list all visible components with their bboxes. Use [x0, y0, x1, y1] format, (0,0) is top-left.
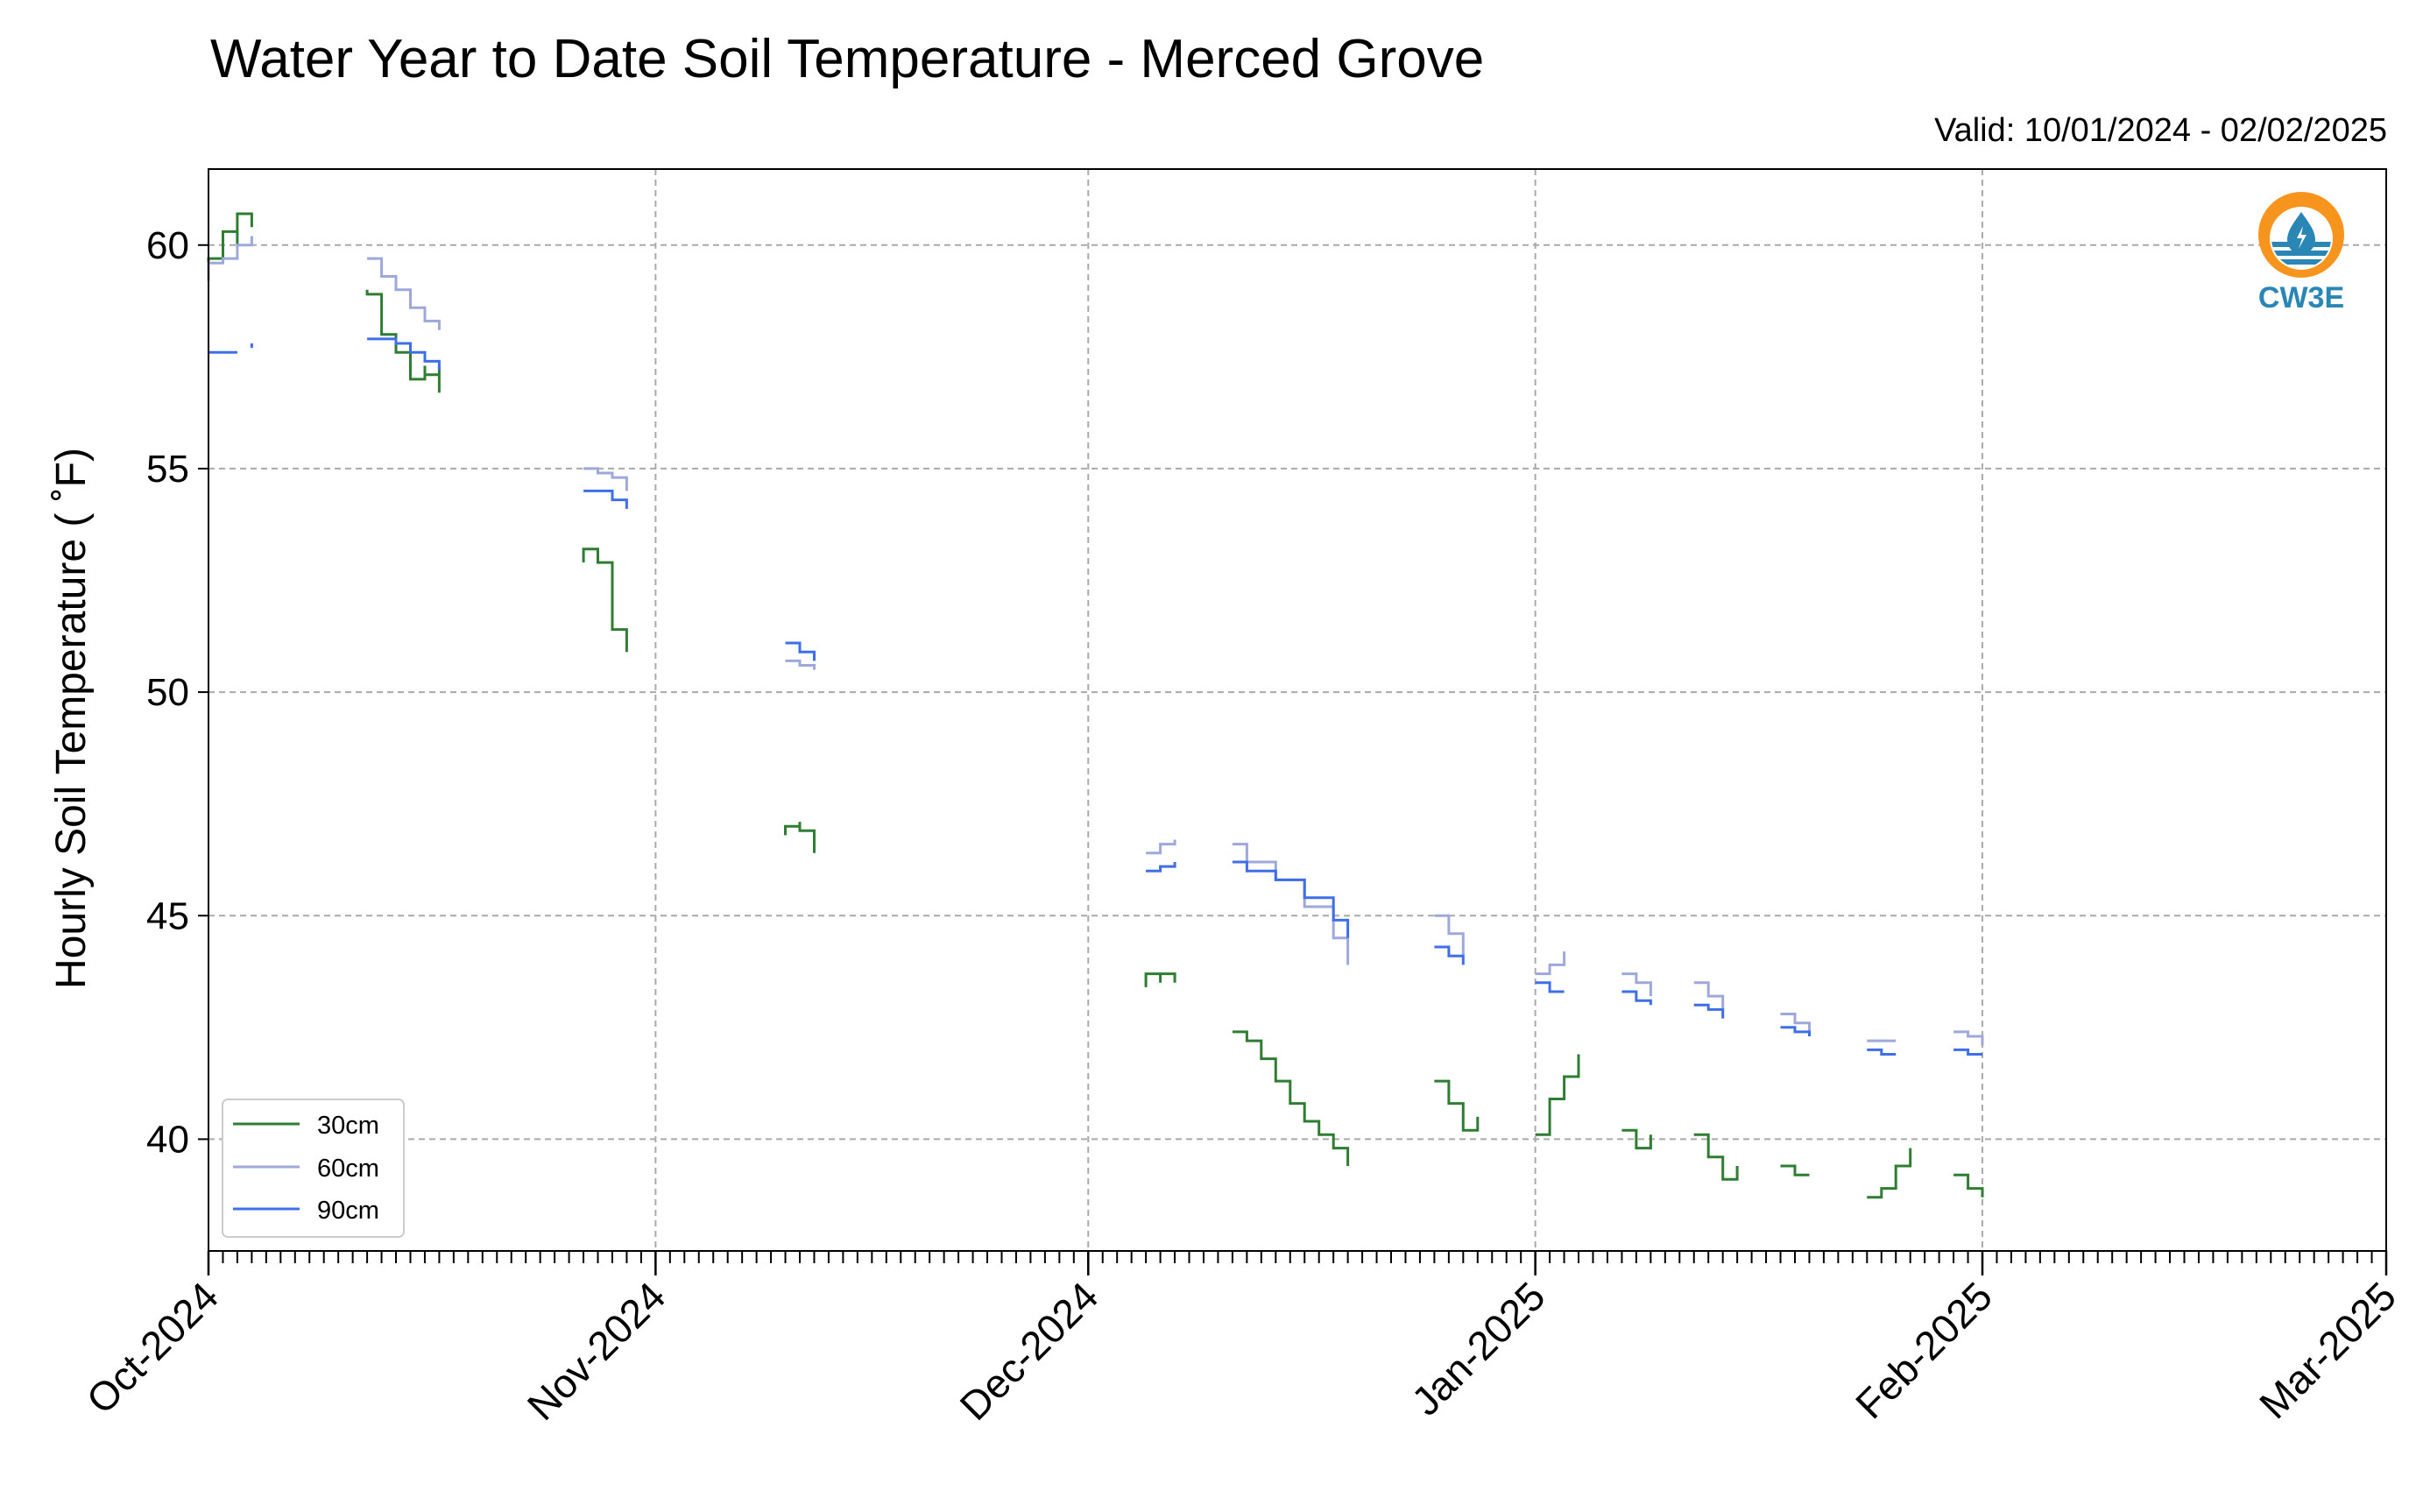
chart-title: Water Year to Date Soil Temperature - Me… — [210, 29, 1484, 89]
series-line-30cm — [784, 822, 816, 853]
legend-item-90cm: 90cm — [233, 1197, 379, 1225]
series-line-90cm — [1535, 981, 1565, 993]
y-tick-label: 50 — [146, 671, 189, 714]
series-line-90cm — [1434, 945, 1465, 965]
legend-label-60cm: 60cm — [317, 1155, 379, 1183]
series-line-60cm — [1621, 972, 1652, 997]
series-line-30cm — [1434, 1079, 1480, 1132]
y-tick-label: 60 — [146, 224, 189, 267]
series-line-90cm — [1232, 860, 1350, 938]
legend-item-30cm: 30cm — [233, 1112, 379, 1140]
y-tick-label: 55 — [146, 448, 189, 491]
data-series — [207, 212, 1984, 1199]
series-line-30cm — [1953, 1173, 1984, 1198]
grid-lines — [208, 169, 2387, 1251]
series-line-30cm — [1867, 1148, 1912, 1199]
legend-item-60cm: 60cm — [233, 1155, 379, 1183]
series-90cm — [208, 337, 1982, 1056]
series-line-90cm — [785, 641, 816, 661]
y-axis-label: Hourly Soil Temperature ( ˚F) — [48, 448, 95, 989]
plot-frame — [208, 168, 2387, 1252]
chart-subtitle: Valid: 10/01/2024 - 02/02/2025 — [1934, 112, 2387, 149]
cw3e-logo: CW3E — [2258, 192, 2344, 314]
series-line-60cm — [367, 257, 441, 330]
series-line-90cm — [1621, 990, 1652, 1006]
series-line-90cm — [1780, 1026, 1811, 1036]
series-line-60cm — [1535, 951, 1566, 976]
series-line-60cm — [1146, 839, 1176, 855]
series-line-90cm — [1146, 862, 1176, 873]
series-30cm — [207, 212, 1984, 1199]
y-tick-label: 40 — [146, 1118, 189, 1161]
legend: 30cm 60cm 90cm — [222, 1099, 405, 1238]
water-drop-sun-icon — [2258, 192, 2344, 278]
series-line-60cm — [583, 467, 628, 491]
series-line-90cm — [1867, 1048, 1897, 1056]
series-line-30cm — [1535, 1054, 1580, 1136]
series-line-60cm — [1953, 1030, 1984, 1046]
series-line-60cm — [785, 659, 816, 670]
series-line-60cm — [1780, 1013, 1811, 1032]
series-line-90cm — [1693, 1003, 1725, 1019]
y-tick-label: 45 — [146, 894, 189, 937]
legend-label-90cm: 90cm — [317, 1197, 379, 1225]
series-line-60cm — [207, 236, 253, 281]
series-line-90cm — [583, 489, 628, 509]
series-line-60cm — [1434, 914, 1465, 957]
series-60cm — [207, 236, 1984, 1046]
series-line-30cm — [1144, 972, 1176, 987]
logo-text: CW3E — [2258, 281, 2344, 314]
series-line-90cm — [367, 337, 441, 371]
series-line-30cm — [1780, 1164, 1810, 1176]
legend-label-30cm: 30cm — [317, 1112, 379, 1140]
series-line-30cm — [582, 548, 628, 653]
series-line-90cm — [1953, 1048, 1982, 1056]
series-line-30cm — [1621, 1128, 1652, 1150]
series-line-30cm — [1232, 1030, 1350, 1166]
series-line-30cm — [1693, 1133, 1739, 1181]
series-line-60cm — [1693, 981, 1725, 1010]
